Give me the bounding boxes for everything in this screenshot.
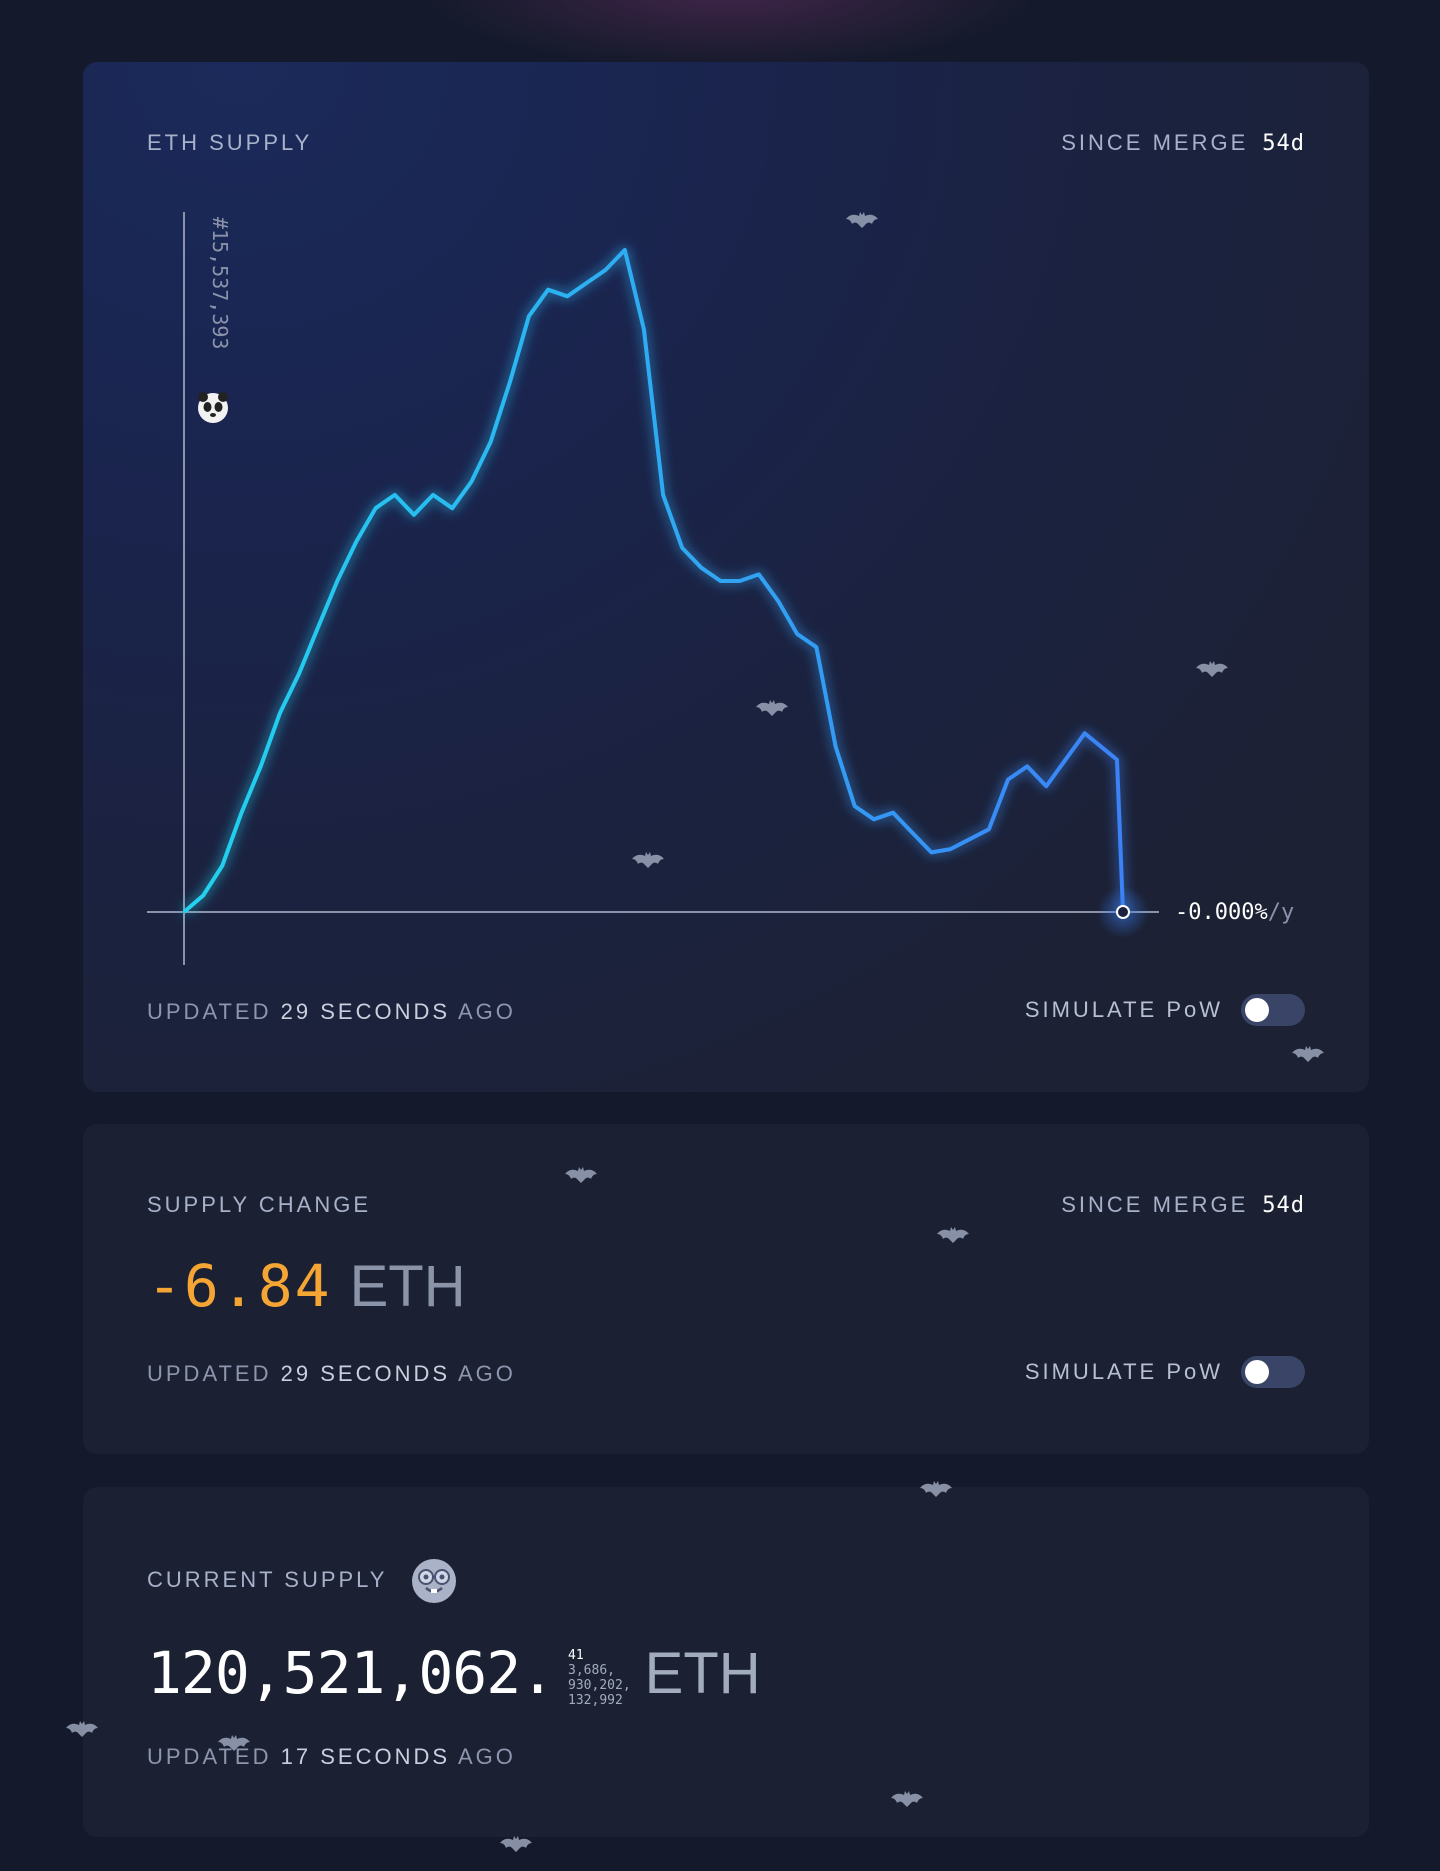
bat-icon [1292,1045,1324,1063]
supply-chart[interactable]: #15,537,393 -0.000%/y [83,62,1369,1092]
since-merge: SINCE MERGE 54d [1061,130,1305,156]
eth-supply-card: ETH SUPPLY SINCE MERGE 54d #15,537,393 [83,62,1369,1092]
since-merge-label: SINCE MERGE [1061,1192,1249,1217]
simulate-pow-label: SIMULATE PoW [1024,997,1223,1022]
current-supply-amount: 120,521,062. 41 3,686, 930,202, 132,992 E… [147,1639,761,1742]
block-number-label: #15,537,393 [208,217,232,349]
current-supply-unit: ETH [644,1641,761,1706]
since-merge-days[interactable]: 54d [1262,131,1305,156]
nerd-face-icon[interactable] [412,1559,457,1603]
toggle-knob [1245,998,1269,1022]
bat-icon [846,211,878,229]
top-glow [420,0,1040,70]
bat-icon [565,1166,597,1184]
bat-icon [1196,660,1228,678]
eth-supply-title: ETH SUPPLY [147,130,313,155]
simulate-pow-toggle[interactable] [1241,994,1305,1026]
simulate-pow: SIMULATE PoW [1025,1356,1305,1388]
bat-icon [632,851,664,869]
bat-icon [218,1734,250,1752]
simulate-pow-label: SIMULATE PoW [1024,1359,1223,1384]
supply-change-amount: -6.84 ETH [147,1252,466,1320]
bat-icon [891,1790,923,1808]
supply-change-value: -6.84 [147,1252,332,1320]
current-supply-title: CURRENT SUPPLY [147,1559,457,1603]
supply-change-title: SUPPLY CHANGE [147,1192,372,1217]
simulate-pow: SIMULATE PoW [1025,994,1305,1026]
bat-icon [756,699,788,717]
since-merge-days[interactable]: 54d [1262,1193,1305,1218]
toggle-knob [1245,1360,1269,1384]
bat-icon [937,1226,969,1244]
updated-text: UPDATED 17 SECONDS AGO [147,1744,516,1769]
panda-icon [198,392,228,423]
updated-text: UPDATED 29 SECONDS AGO [147,1361,516,1386]
updated-text: UPDATED 29 SECONDS AGO [147,999,516,1024]
current-supply-integer: 120,521,062. [147,1639,555,1707]
current-supply-card: CURRENT SUPPLY 120,521,062. 41 3,686, 930… [83,1487,1369,1837]
simulate-pow-toggle[interactable] [1241,1356,1305,1388]
bat-icon [66,1720,98,1738]
bat-icon [920,1480,952,1498]
rate-value: -0.000%/y [1175,900,1294,925]
bat-icon [500,1835,532,1853]
since-merge: SINCE MERGE 54d [1061,1192,1305,1218]
end-point-marker[interactable] [1116,905,1130,919]
current-supply-decimals: 41 3,686, 930,202, 132,992 [568,1648,631,1708]
supply-change-card: SUPPLY CHANGE SINCE MERGE 54d -6.84 ETH U… [83,1124,1369,1454]
supply-series-line[interactable] [182,248,1125,914]
supply-change-unit: ETH [349,1254,466,1319]
since-merge-label: SINCE MERGE [1061,130,1249,155]
